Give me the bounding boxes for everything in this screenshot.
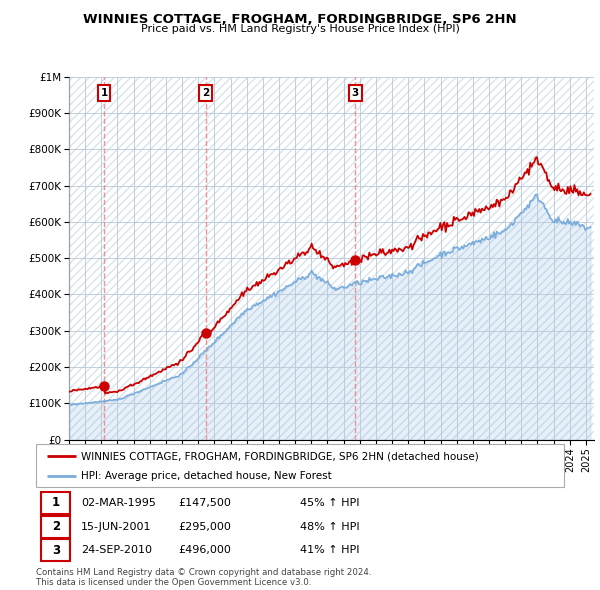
Text: 02-MAR-1995: 02-MAR-1995 xyxy=(81,498,156,508)
Text: £496,000: £496,000 xyxy=(179,545,232,555)
Text: WINNIES COTTAGE, FROGHAM, FORDINGBRIDGE, SP6 2HN: WINNIES COTTAGE, FROGHAM, FORDINGBRIDGE,… xyxy=(83,13,517,26)
Text: 15-JUN-2001: 15-JUN-2001 xyxy=(81,522,151,532)
Text: 1: 1 xyxy=(52,496,60,510)
Text: 24-SEP-2010: 24-SEP-2010 xyxy=(81,545,152,555)
Bar xyxy=(41,539,70,561)
Bar xyxy=(41,516,70,537)
Text: 2: 2 xyxy=(52,520,60,533)
Text: 2: 2 xyxy=(202,88,209,98)
Text: 41% ↑ HPI: 41% ↑ HPI xyxy=(300,545,359,555)
Text: £295,000: £295,000 xyxy=(179,522,232,532)
Bar xyxy=(41,492,70,514)
Text: Contains HM Land Registry data © Crown copyright and database right 2024.
This d: Contains HM Land Registry data © Crown c… xyxy=(36,568,371,587)
Text: HPI: Average price, detached house, New Forest: HPI: Average price, detached house, New … xyxy=(81,471,332,481)
Text: £147,500: £147,500 xyxy=(179,498,232,508)
Text: 45% ↑ HPI: 45% ↑ HPI xyxy=(300,498,359,508)
Text: 48% ↑ HPI: 48% ↑ HPI xyxy=(300,522,359,532)
Text: WINNIES COTTAGE, FROGHAM, FORDINGBRIDGE, SP6 2HN (detached house): WINNIES COTTAGE, FROGHAM, FORDINGBRIDGE,… xyxy=(81,451,479,461)
Text: 3: 3 xyxy=(52,543,60,557)
Text: Price paid vs. HM Land Registry's House Price Index (HPI): Price paid vs. HM Land Registry's House … xyxy=(140,24,460,34)
Text: 3: 3 xyxy=(352,88,359,98)
Text: 1: 1 xyxy=(100,88,107,98)
